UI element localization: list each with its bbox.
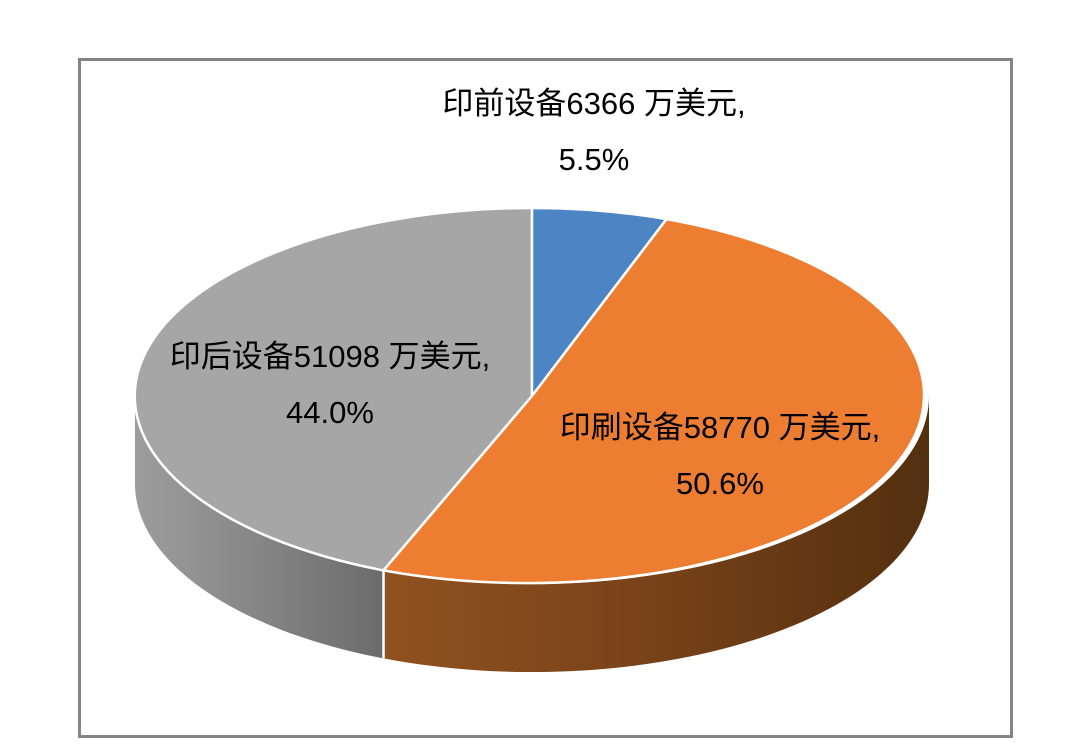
data-label-printing-line2: 50.6% <box>676 466 764 501</box>
data-label-prepress-line2: 5.5% <box>558 142 630 177</box>
data-label-prepress: 印前设备6366 万美元, 5.5% <box>442 76 745 188</box>
pie-slice-prepress <box>530 206 668 398</box>
data-label-postpress-line2: 44.0% <box>286 395 374 430</box>
pie-slice-postpress <box>133 206 534 572</box>
pie-slice-printing <box>382 217 926 585</box>
data-label-postpress: 印后设备51098 万美元, 44.0% <box>170 329 490 441</box>
data-label-prepress-line1: 印前设备6366 万美元, <box>442 86 746 121</box>
data-label-printing: 印刷设备58770 万美元, 50.6% <box>560 400 880 512</box>
pie-wall-postpress <box>134 396 384 659</box>
data-label-postpress-line1: 印后设备51098 万美元, <box>169 339 491 374</box>
pie-wall-printing <box>383 396 930 673</box>
data-label-printing-line1: 印刷设备58770 万美元, <box>559 410 881 445</box>
